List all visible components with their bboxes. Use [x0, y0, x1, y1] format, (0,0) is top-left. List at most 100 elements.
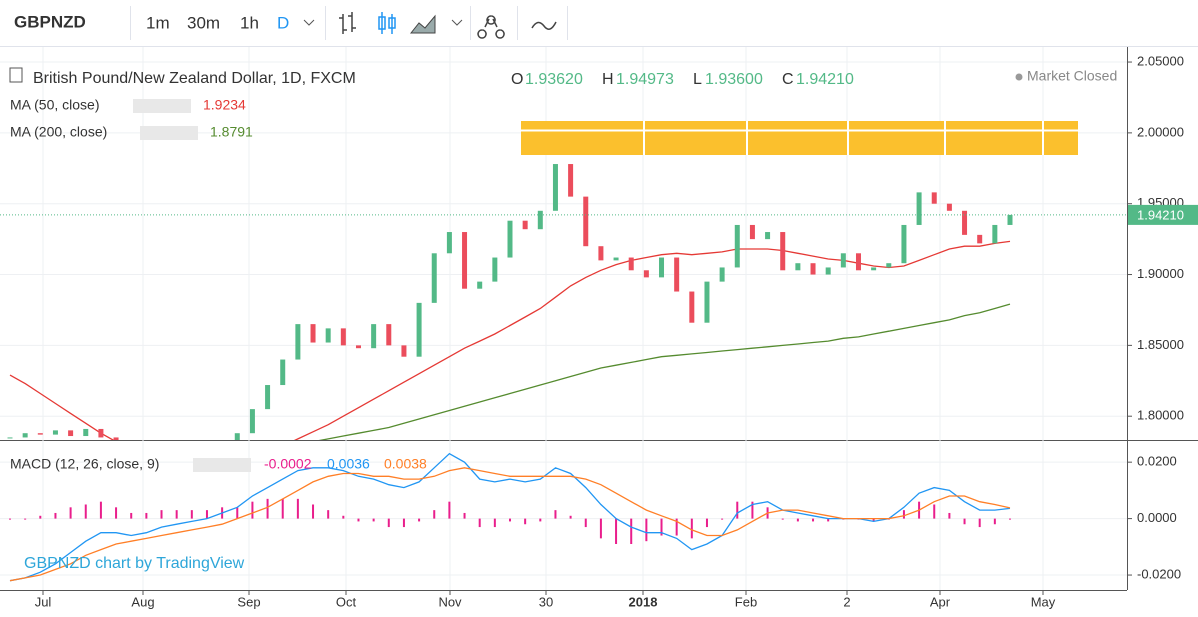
ma200-buttons[interactable]	[140, 126, 198, 140]
macd-pane	[9, 452, 1011, 582]
candle	[507, 220, 513, 258]
candle	[977, 234, 983, 244]
ma50-buttons[interactable]	[133, 99, 191, 113]
candle	[886, 263, 892, 268]
area-icon[interactable]	[409, 14, 436, 34]
x-tick-label: 30	[539, 594, 553, 609]
interval[interactable]: 30m	[187, 13, 220, 32]
panes	[0, 47, 1198, 591]
candle	[537, 210, 543, 230]
status-dot	[1015, 73, 1023, 81]
x-tick-label: May	[1031, 594, 1056, 609]
compare-icon[interactable]	[531, 21, 557, 30]
histogram-bar	[418, 518, 421, 522]
histogram-bar	[190, 510, 193, 519]
legend: British Pound/New Zealand Dollar, 1D, FX…	[9, 67, 1117, 572]
candle	[462, 232, 468, 289]
macd-value: 0.0036	[327, 456, 370, 472]
y-tick-label: 1.80000	[1137, 408, 1184, 423]
candle	[446, 232, 452, 254]
legend-o-label: O	[511, 71, 523, 88]
candle	[643, 270, 649, 278]
ma50-value: 1.9234	[203, 97, 246, 113]
indicators-icon[interactable]	[477, 15, 505, 39]
histogram-bar	[69, 507, 72, 519]
macd-signal-value: 0.0038	[384, 456, 427, 472]
legend-l: 1.93600	[705, 71, 763, 88]
interval-active[interactable]: D	[277, 13, 289, 32]
x-tick-label: Oct	[336, 594, 357, 609]
histogram-bar	[721, 518, 724, 520]
histogram-bar	[357, 518, 360, 522]
macd-label: MACD (12, 26, close, 9)	[10, 456, 159, 472]
legend-c: 1.94210	[796, 71, 854, 88]
histogram-bar	[236, 507, 239, 519]
histogram-bar	[448, 501, 451, 519]
candle	[719, 267, 725, 282]
macd-buttons[interactable]	[193, 458, 251, 472]
candle	[204, 445, 209, 449]
ma200-value: 1.8791	[210, 124, 253, 140]
histogram-bar	[327, 510, 330, 519]
histogram-bar	[569, 515, 572, 519]
candle	[795, 263, 801, 271]
y-tick-label: 1.90000	[1137, 266, 1184, 281]
histogram-bar	[630, 518, 633, 545]
candle	[492, 257, 498, 282]
candle	[234, 433, 240, 440]
dropdown[interactable]	[451, 19, 463, 26]
highlight-band	[521, 121, 1078, 155]
candle	[674, 257, 680, 292]
x-tick-label: Jul	[35, 594, 52, 609]
band-dividers	[521, 121, 1078, 155]
legend-icon	[9, 67, 23, 83]
candle	[765, 232, 771, 240]
candle	[628, 257, 634, 271]
candle	[265, 385, 271, 410]
histogram-bar	[251, 501, 254, 519]
histogram-bar	[205, 510, 208, 519]
candle	[583, 196, 589, 247]
histogram-bar	[266, 498, 269, 519]
histogram-bar	[84, 504, 87, 519]
histogram-bar	[751, 501, 754, 519]
candles-icon[interactable]	[378, 12, 396, 34]
histogram-bar	[690, 518, 693, 539]
watermark[interactable]: GBPNZD chart by TradingView	[24, 555, 245, 572]
candle	[325, 328, 331, 343]
histogram-bar	[175, 510, 178, 519]
symbol[interactable]: GBPNZD	[14, 12, 86, 31]
histogram-bar	[1009, 518, 1011, 520]
histogram-bar	[433, 510, 436, 519]
candle	[7, 437, 13, 439]
histogram-bar	[660, 518, 663, 536]
histogram-bar	[781, 518, 784, 520]
candle	[992, 224, 998, 244]
candle	[37, 433, 43, 435]
candle	[220, 442, 225, 445]
histogram-bar	[387, 518, 390, 528]
interval[interactable]: 1m	[146, 13, 170, 32]
candle	[22, 433, 28, 438]
legend-c-label: C	[782, 71, 794, 88]
histogram-bar	[463, 512, 466, 519]
series-line	[9, 467, 1011, 582]
candle	[189, 446, 194, 449]
candle	[310, 324, 316, 343]
histogram-bar	[509, 518, 511, 522]
interval[interactable]: 1h	[240, 13, 259, 32]
candle	[174, 446, 179, 450]
histogram-bar	[160, 510, 163, 519]
histogram-bar	[902, 510, 905, 519]
ma200-label: MA (200, close)	[10, 124, 107, 140]
histogram-bar	[372, 518, 375, 522]
x-tick-label: Sep	[237, 594, 260, 609]
dropdown[interactable]	[303, 19, 315, 26]
candle	[780, 232, 786, 271]
bars-icon[interactable]	[339, 12, 356, 34]
candle	[946, 203, 952, 211]
candle	[734, 224, 740, 268]
histogram-bar	[39, 515, 42, 519]
histogram-bar	[99, 501, 102, 519]
